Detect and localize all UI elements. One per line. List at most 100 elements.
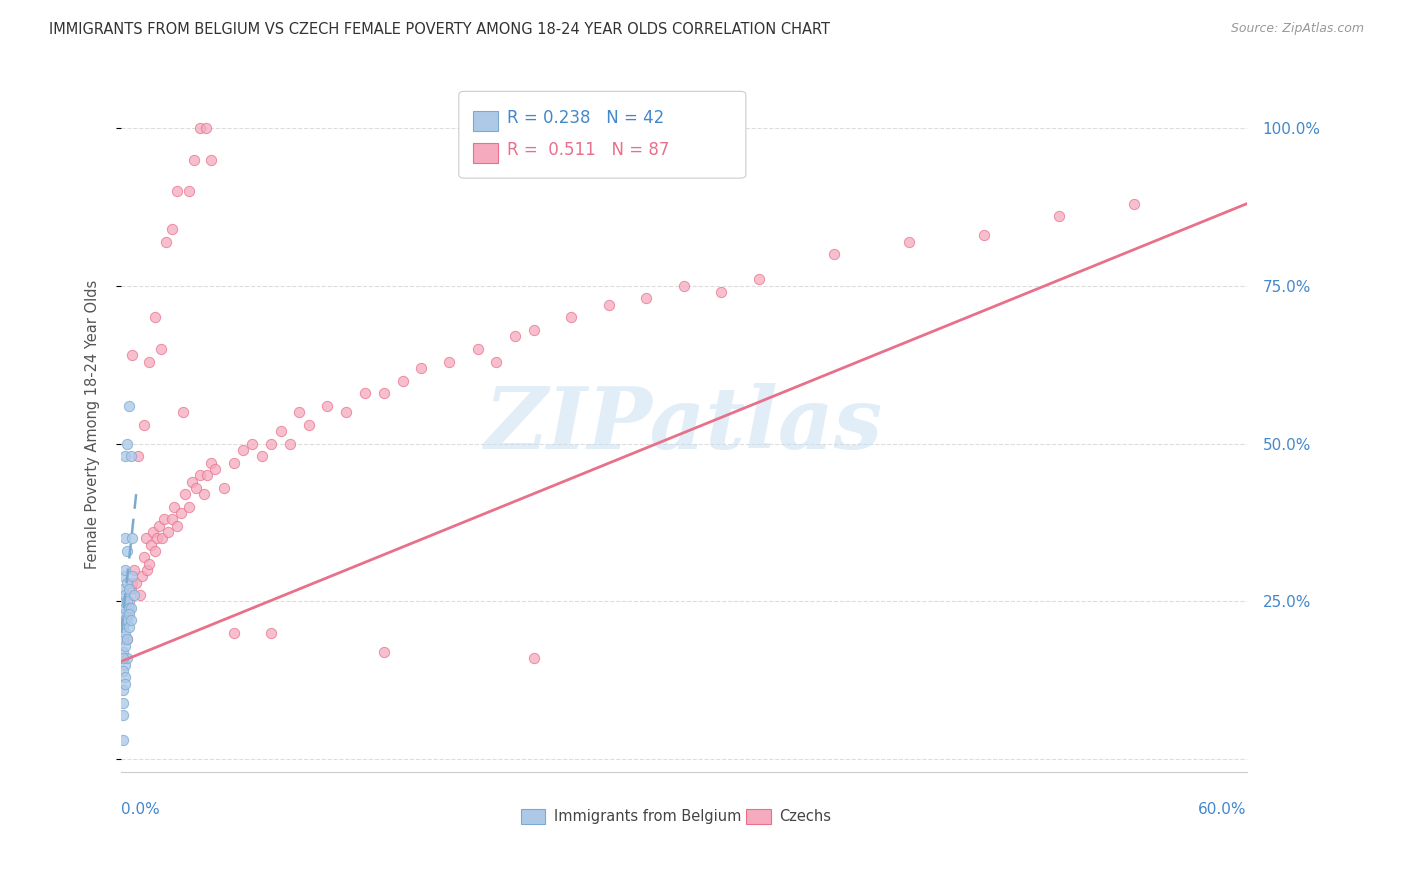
Point [197, 468, 219, 483]
Point [335, 405, 357, 419]
Point [121, 575, 143, 590]
Point [598, 298, 620, 312]
Point [111, 620, 134, 634]
Point [222, 626, 245, 640]
Point [136, 563, 159, 577]
Point [391, 374, 413, 388]
Bar [474, 144, 498, 163]
Point [111, 733, 134, 747]
Point [111, 645, 134, 659]
Point [503, 329, 526, 343]
Point [242, 436, 264, 450]
Point [122, 588, 145, 602]
Point [111, 708, 134, 723]
Point [111, 607, 134, 621]
Text: Source: ZipAtlas.com: Source: ZipAtlas.com [1230, 22, 1364, 36]
Point [115, 544, 138, 558]
Point [114, 614, 136, 628]
Point [114, 657, 136, 672]
Point [166, 518, 188, 533]
Point [138, 557, 160, 571]
Point [172, 405, 194, 419]
Point [141, 538, 163, 552]
Point [114, 676, 136, 690]
Point [160, 222, 183, 236]
Point [270, 424, 292, 438]
Point [188, 468, 211, 483]
Bar [520, 809, 546, 824]
Point [146, 532, 169, 546]
Y-axis label: Female Poverty Among 18-24 Year Olds: Female Poverty Among 18-24 Year Olds [86, 280, 100, 569]
Point [117, 582, 139, 596]
Point [120, 450, 142, 464]
Point [194, 120, 217, 135]
Bar [474, 112, 498, 131]
Point [114, 614, 136, 628]
Point [138, 354, 160, 368]
Point [114, 532, 136, 546]
Point [152, 532, 174, 546]
Point [114, 670, 136, 684]
Text: IMMIGRANTS FROM BELGIUM VS CZECH FEMALE POVERTY AMONG 18-24 YEAR OLDS CORRELATIO: IMMIGRANTS FROM BELGIUM VS CZECH FEMALE … [49, 22, 830, 37]
Point [121, 348, 143, 362]
Point [523, 651, 546, 665]
Point [115, 594, 138, 608]
Point [111, 664, 134, 678]
Point [115, 607, 138, 621]
Point [111, 632, 134, 647]
Point [111, 569, 134, 583]
Point [160, 512, 183, 526]
Point [373, 645, 395, 659]
Point [142, 524, 165, 539]
Text: Immigrants from Belgium: Immigrants from Belgium [554, 809, 742, 824]
Point [153, 512, 176, 526]
Point [672, 278, 695, 293]
Point [121, 532, 143, 546]
Point [163, 500, 186, 514]
Text: Czechs: Czechs [779, 809, 831, 824]
Point [127, 450, 149, 464]
Point [114, 626, 136, 640]
Point [135, 532, 157, 546]
Point [122, 563, 145, 577]
Point [114, 639, 136, 653]
Point [973, 228, 995, 243]
Point [117, 594, 139, 608]
Bar [745, 809, 770, 824]
Point [149, 342, 172, 356]
Text: 60.0%: 60.0% [1198, 802, 1247, 817]
Point [125, 575, 148, 590]
Point [120, 600, 142, 615]
Point [132, 417, 155, 432]
Point [411, 360, 433, 375]
Point [636, 292, 658, 306]
Point [148, 518, 170, 533]
Text: R = 0.238   N = 42: R = 0.238 N = 42 [508, 109, 665, 127]
Point [278, 436, 301, 450]
Point [128, 588, 150, 602]
Text: 0.0%: 0.0% [121, 802, 160, 817]
Point [132, 550, 155, 565]
Point [188, 120, 211, 135]
Point [114, 450, 136, 464]
Point [121, 569, 143, 583]
Point [823, 247, 845, 261]
Point [186, 481, 208, 495]
Text: R =  0.511   N = 87: R = 0.511 N = 87 [508, 141, 669, 159]
Point [111, 682, 134, 697]
Point [120, 582, 142, 596]
Point [115, 651, 138, 665]
Point [131, 569, 153, 583]
Point [115, 614, 138, 628]
Point [1123, 196, 1146, 211]
Point [157, 524, 180, 539]
Point [710, 285, 733, 299]
Point [200, 456, 222, 470]
Point [373, 386, 395, 401]
Point [523, 323, 546, 337]
Point [439, 354, 461, 368]
Point [204, 462, 226, 476]
Point [183, 153, 205, 167]
Point [485, 354, 508, 368]
Point [155, 235, 177, 249]
